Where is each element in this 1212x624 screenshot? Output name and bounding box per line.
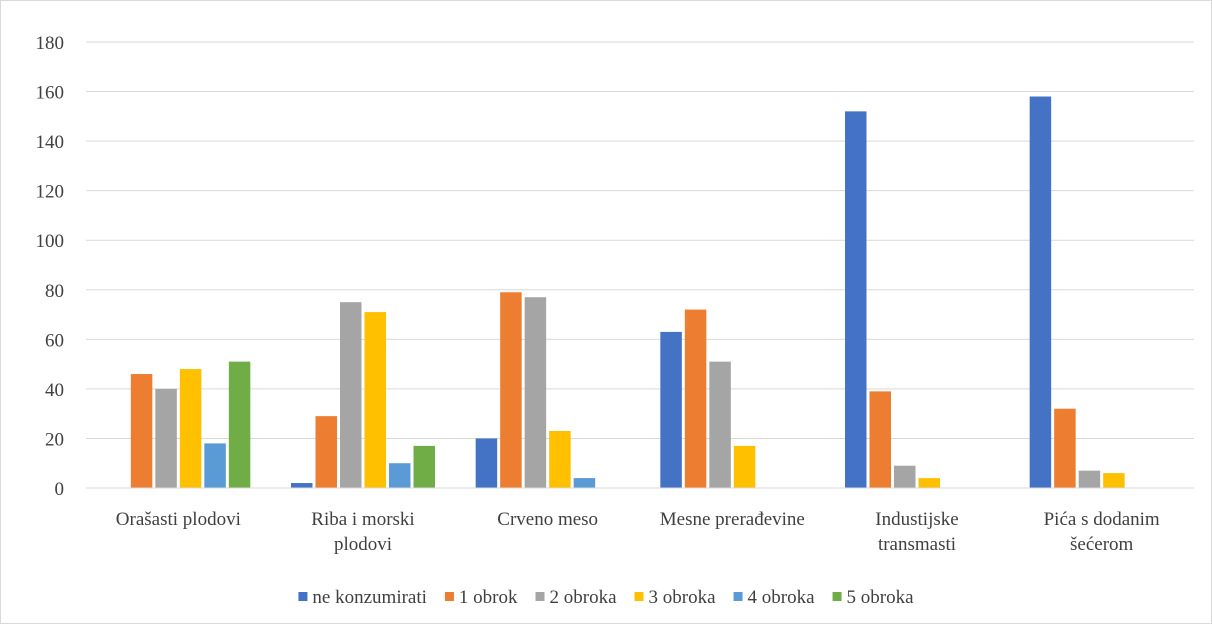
- bar: [204, 443, 226, 488]
- bar: [389, 463, 411, 488]
- legend-label: ne konzumirati: [312, 587, 427, 608]
- bar: [130, 374, 153, 488]
- y-tick-label: 100: [36, 231, 65, 252]
- bar: [524, 297, 547, 488]
- legend: ne konzumirati 1 obrok 2 obroka 3 obroka 4 o…: [298, 587, 914, 608]
- legend-label: 5 obroka: [847, 587, 915, 608]
- legend-swatch: [733, 592, 743, 601]
- legend-label: 2 obroka: [550, 587, 618, 608]
- bar: [1054, 408, 1076, 488]
- bar: [869, 391, 891, 488]
- legend-label: 4 obroka: [748, 587, 816, 608]
- y-tick-label: 80: [45, 281, 64, 302]
- bar: [413, 445, 435, 488]
- bar: [845, 111, 867, 488]
- y-tick-label: 120: [36, 182, 65, 203]
- bar: [475, 438, 498, 488]
- bar: [918, 478, 940, 488]
- bar: [291, 483, 313, 488]
- x-category-label: Industijske transmasti: [875, 509, 958, 555]
- y-axis: 0 20 40 60 80 100 120 140 160 180: [36, 33, 65, 500]
- bar: [340, 302, 362, 488]
- bar: [660, 331, 682, 488]
- y-tick-label: 160: [36, 83, 65, 104]
- gridlines: [86, 41, 1194, 439]
- bars: [130, 96, 1125, 488]
- x-category-label: Pića s dodanim šećerom: [1044, 509, 1160, 555]
- bar: [315, 416, 337, 488]
- bar: [733, 445, 756, 488]
- bar: [155, 388, 177, 488]
- x-category-label: Crveno meso: [497, 509, 598, 530]
- x-axis-labels: Orašasti plodovi Riba i morski plodovi Crve…: [116, 509, 1160, 555]
- y-tick-label: 140: [36, 132, 65, 153]
- y-tick-label: 40: [45, 380, 64, 401]
- bar: [1078, 470, 1101, 488]
- bar: [709, 361, 731, 488]
- legend-swatch: [832, 592, 842, 601]
- legend-label: 1 obrok: [459, 587, 518, 608]
- bar: [500, 292, 522, 488]
- x-category-label: Riba i morski plodovi: [311, 509, 414, 555]
- bar: [228, 361, 251, 488]
- bar: [364, 312, 386, 488]
- y-tick-label: 60: [45, 330, 64, 351]
- legend-swatch: [535, 592, 545, 601]
- bar: [894, 465, 916, 488]
- bar: [684, 309, 707, 488]
- y-tick-label: 20: [45, 429, 64, 450]
- legend-swatch: [298, 592, 308, 601]
- bar: [1103, 473, 1125, 488]
- bar: [549, 431, 571, 488]
- legend-swatch: [634, 592, 644, 601]
- y-tick-label: 0: [55, 479, 65, 500]
- y-tick-label: 180: [36, 33, 65, 54]
- bar: [573, 478, 596, 488]
- bar: [1029, 96, 1052, 488]
- x-category-label: Mesne prerađevine: [660, 509, 805, 530]
- x-category-label: Orašasti plodovi: [116, 509, 241, 530]
- legend-label: 3 obroka: [649, 587, 717, 608]
- bar: [179, 369, 202, 488]
- legend-swatch: [444, 592, 454, 601]
